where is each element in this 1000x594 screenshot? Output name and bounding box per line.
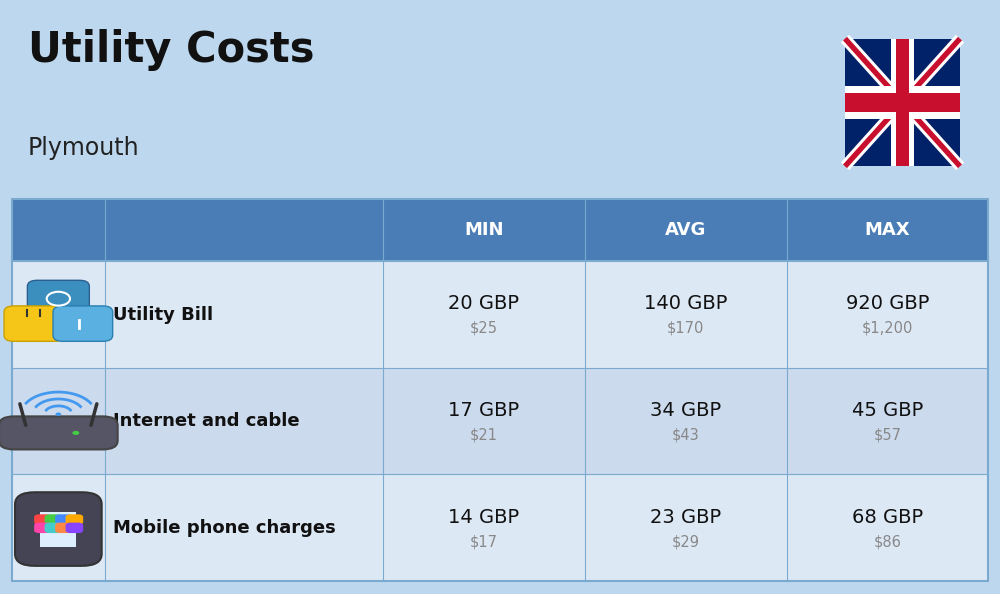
FancyBboxPatch shape (845, 86, 960, 119)
FancyBboxPatch shape (383, 368, 585, 475)
Text: 45 GBP: 45 GBP (852, 401, 923, 420)
FancyBboxPatch shape (34, 514, 52, 525)
Text: 20 GBP: 20 GBP (448, 295, 519, 314)
FancyBboxPatch shape (27, 280, 89, 317)
FancyBboxPatch shape (45, 523, 62, 533)
FancyBboxPatch shape (66, 514, 83, 525)
FancyBboxPatch shape (12, 199, 105, 261)
FancyBboxPatch shape (34, 523, 52, 533)
Text: 23 GBP: 23 GBP (650, 507, 721, 526)
FancyBboxPatch shape (12, 261, 105, 368)
Text: $86: $86 (874, 534, 901, 549)
Text: $57: $57 (873, 428, 901, 443)
FancyBboxPatch shape (383, 261, 585, 368)
FancyBboxPatch shape (12, 475, 105, 581)
FancyBboxPatch shape (585, 261, 787, 368)
FancyBboxPatch shape (787, 368, 988, 475)
FancyBboxPatch shape (787, 261, 988, 368)
FancyBboxPatch shape (845, 39, 960, 166)
FancyBboxPatch shape (105, 368, 383, 475)
FancyBboxPatch shape (105, 261, 383, 368)
Text: Utility Costs: Utility Costs (28, 29, 314, 71)
FancyBboxPatch shape (55, 523, 73, 533)
Text: Utility Bill: Utility Bill (113, 306, 213, 324)
Text: 920 GBP: 920 GBP (846, 295, 929, 314)
FancyBboxPatch shape (105, 475, 383, 581)
Text: MIN: MIN (464, 221, 504, 239)
FancyBboxPatch shape (383, 199, 585, 261)
Text: 68 GBP: 68 GBP (852, 507, 923, 526)
FancyBboxPatch shape (585, 199, 787, 261)
FancyBboxPatch shape (45, 514, 62, 525)
Text: 14 GBP: 14 GBP (448, 507, 519, 526)
FancyBboxPatch shape (0, 416, 118, 450)
FancyBboxPatch shape (66, 523, 83, 533)
FancyBboxPatch shape (585, 368, 787, 475)
Text: $43: $43 (672, 428, 700, 443)
Text: Mobile phone charges: Mobile phone charges (113, 519, 335, 536)
FancyBboxPatch shape (585, 475, 787, 581)
Text: $21: $21 (470, 428, 498, 443)
Text: AVG: AVG (665, 221, 707, 239)
Circle shape (55, 412, 61, 416)
Text: $170: $170 (667, 321, 705, 336)
Text: $1,200: $1,200 (862, 321, 913, 336)
Text: 140 GBP: 140 GBP (644, 295, 728, 314)
FancyBboxPatch shape (896, 39, 909, 166)
FancyBboxPatch shape (845, 93, 960, 112)
Text: Internet and cable: Internet and cable (113, 412, 299, 430)
FancyBboxPatch shape (55, 514, 73, 525)
FancyBboxPatch shape (787, 475, 988, 581)
Text: $29: $29 (672, 534, 700, 549)
FancyBboxPatch shape (12, 368, 105, 475)
FancyBboxPatch shape (383, 475, 585, 581)
FancyBboxPatch shape (787, 199, 988, 261)
FancyBboxPatch shape (15, 492, 102, 566)
FancyBboxPatch shape (53, 306, 113, 342)
Circle shape (72, 431, 79, 435)
FancyBboxPatch shape (105, 199, 383, 261)
Text: 34 GBP: 34 GBP (650, 401, 721, 420)
Text: $17: $17 (470, 534, 498, 549)
FancyBboxPatch shape (891, 39, 914, 166)
FancyBboxPatch shape (4, 306, 64, 342)
Text: MAX: MAX (865, 221, 910, 239)
Text: Plymouth: Plymouth (28, 137, 140, 160)
FancyBboxPatch shape (40, 513, 76, 547)
Text: $25: $25 (470, 321, 498, 336)
Text: 17 GBP: 17 GBP (448, 401, 519, 420)
